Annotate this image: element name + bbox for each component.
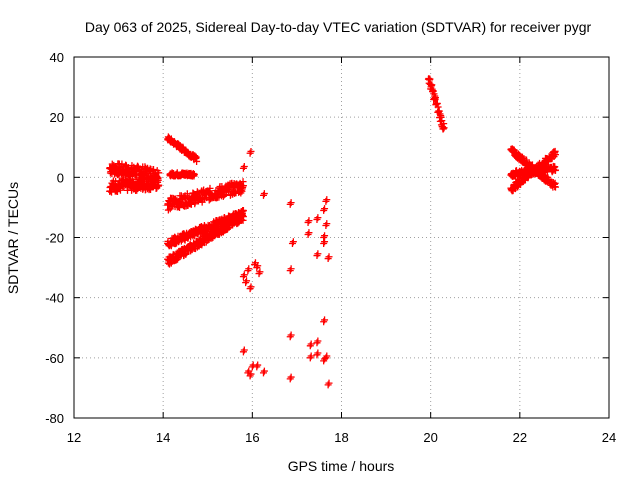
data-point xyxy=(289,238,297,246)
data-point xyxy=(321,205,329,213)
y-tick-label: -40 xyxy=(45,291,64,306)
data-point xyxy=(243,277,251,285)
data-point xyxy=(287,199,295,207)
data-point-track-14.2-14.7-flat xyxy=(190,170,198,178)
data-point xyxy=(287,265,295,273)
data-point-track-21.8-22.8-c xyxy=(552,166,559,174)
grid-lines xyxy=(74,57,609,418)
data-point xyxy=(247,370,255,378)
data-point xyxy=(325,253,333,261)
y-tick-label: 0 xyxy=(57,170,64,185)
data-point-track-19.9-20.3 xyxy=(431,94,439,102)
data-point-track-21.8-22.8-a xyxy=(552,183,559,191)
data-point xyxy=(314,337,322,345)
data-point-track-21.8-22.8-b xyxy=(552,151,559,159)
data-point-track-14.1-15.8-upper xyxy=(206,184,214,192)
data-point xyxy=(256,268,264,276)
data-point-track-19.9-20.3 xyxy=(440,124,448,132)
x-tick-label: 12 xyxy=(67,430,81,445)
data-point xyxy=(287,331,295,339)
data-point xyxy=(305,217,313,225)
y-tick-label: 20 xyxy=(50,110,64,125)
data-point xyxy=(323,196,331,204)
x-tick-label: 22 xyxy=(513,430,527,445)
x-axis-ticks: 12 14 16 18 20 22 24 xyxy=(67,57,616,445)
x-tick-label: 14 xyxy=(156,430,170,445)
data-point xyxy=(240,346,248,354)
data-point-cluster-12.8-13.9-a xyxy=(155,169,163,177)
y-tick-label: 40 xyxy=(50,50,64,65)
data-point-track-14.1-15.8-lower xyxy=(239,213,247,221)
data-point xyxy=(254,361,262,369)
data-point xyxy=(314,250,322,258)
data-point xyxy=(314,214,322,222)
y-tick-label: -80 xyxy=(45,411,64,426)
data-markers xyxy=(106,75,559,389)
data-point xyxy=(247,283,255,291)
x-tick-label: 20 xyxy=(423,430,437,445)
data-point xyxy=(321,232,329,240)
data-point xyxy=(287,373,295,381)
data-point xyxy=(247,147,255,155)
data-point-track-14.1-15.8-upper xyxy=(183,190,191,198)
x-tick-label: 24 xyxy=(602,430,616,445)
data-point-track-19.9-20.3 xyxy=(437,113,445,121)
data-point xyxy=(260,190,268,198)
data-point xyxy=(254,262,262,270)
y-axis-ticks: 40 20 0 -20 -40 -60 -80 xyxy=(45,50,609,426)
data-point xyxy=(325,379,333,387)
data-point xyxy=(240,271,248,279)
x-tick-label: 16 xyxy=(245,430,259,445)
data-point xyxy=(323,220,331,228)
data-point-cluster-12.8-13.9-a xyxy=(150,166,158,174)
data-point xyxy=(245,265,253,273)
data-point xyxy=(321,316,329,324)
data-point xyxy=(260,367,268,375)
data-point-track-14.1-15.8-mid xyxy=(239,207,247,215)
y-tick-label: -60 xyxy=(45,351,64,366)
data-point-cluster-12.8-13.9-b xyxy=(116,186,124,194)
data-point xyxy=(323,352,331,360)
y-tick-label: -20 xyxy=(45,231,64,246)
data-point-track-14.1-14.7-falling xyxy=(193,157,201,165)
data-point-track-19.9-20.3 xyxy=(433,99,441,107)
data-point-track-14.1-15.8-upper xyxy=(239,182,247,190)
data-point-cluster-12.8-13.9-b xyxy=(155,181,163,189)
chart-title: Day 063 of 2025, Sidereal Day-to-day VTE… xyxy=(85,19,592,35)
data-point xyxy=(321,238,329,246)
data-point-cluster-12.8-13.9-b xyxy=(154,174,162,182)
x-axis-label: GPS time / hours xyxy=(288,458,395,474)
y-axis-label: SDTVAR / TECUs xyxy=(5,182,21,294)
data-point xyxy=(240,163,248,171)
data-point xyxy=(307,352,315,360)
data-point xyxy=(307,340,315,348)
x-tick-label: 18 xyxy=(334,430,348,445)
data-point xyxy=(305,229,313,237)
data-point xyxy=(314,349,322,357)
